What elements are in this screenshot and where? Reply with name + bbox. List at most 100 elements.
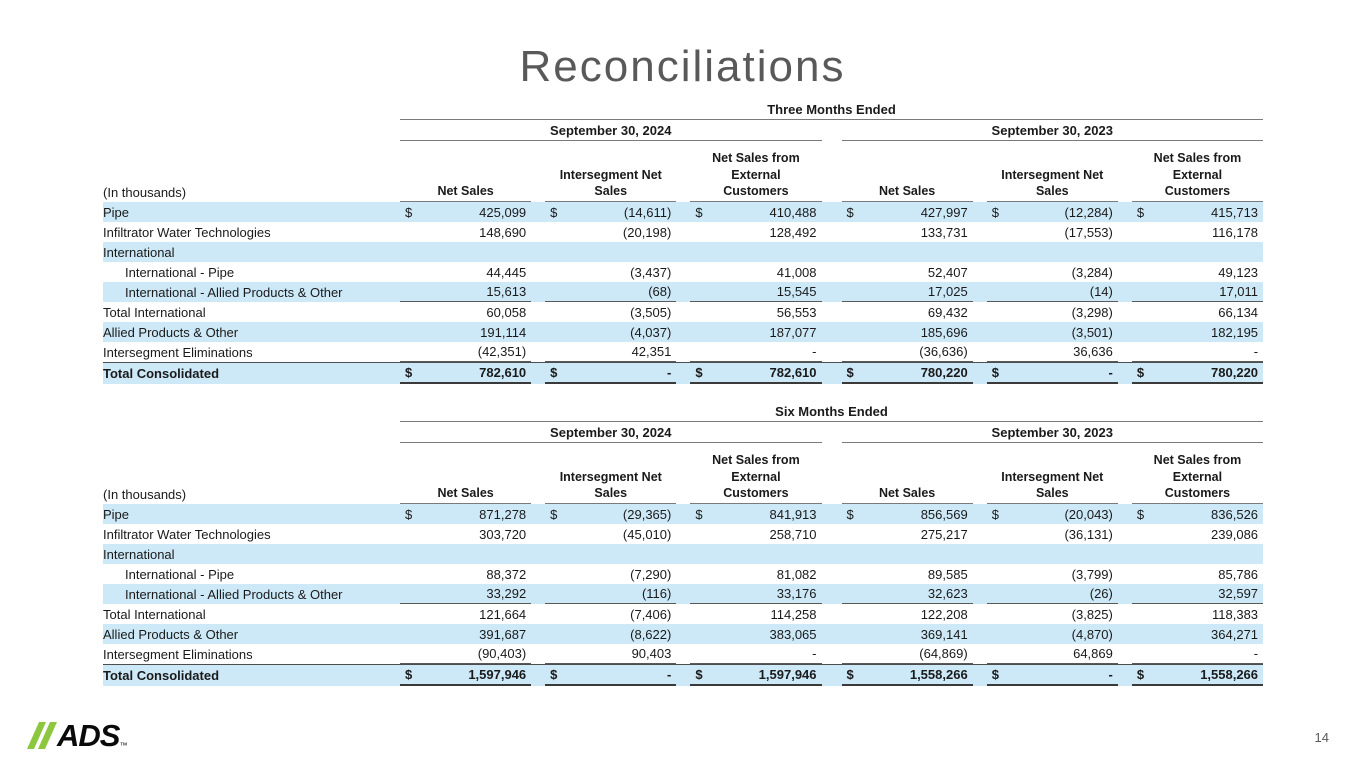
cell-value: 836,526: [1211, 506, 1259, 522]
in-thousands-label: (In thousands): [103, 487, 187, 502]
period-header-row: Six Months Ended: [103, 402, 1263, 422]
year-header-2023: September 30, 2023: [841, 422, 1263, 443]
cell-value: 1,558,266: [1200, 667, 1259, 682]
cell-value: (3,825): [1071, 606, 1113, 622]
year-header-2024: September 30, 2024: [400, 120, 822, 141]
cell: 44,445: [400, 262, 531, 282]
cell: 81,082: [690, 564, 821, 584]
cell: $ (29,365): [545, 504, 676, 524]
table-row: Intersegment Eliminations (90,403) 90,403 -…: [103, 644, 1264, 664]
cell: (3,298): [987, 302, 1118, 322]
cell-value: -: [812, 646, 817, 661]
cell: $ -: [986, 665, 1118, 686]
cell: 118,383: [1132, 604, 1263, 624]
row-label: International: [103, 546, 175, 562]
cell: (3,501): [987, 322, 1118, 342]
cell-value: (12,284): [1064, 204, 1113, 220]
cell: 60,058: [400, 302, 531, 322]
col-header-intersegment: Intersegment Net Sales: [545, 141, 677, 202]
table-row: International - Pipe 88,372 (7,290) 81,082 8…: [103, 564, 1263, 584]
currency-symbol: $: [991, 204, 999, 220]
cell: (116): [545, 584, 677, 604]
cell: $871,278: [400, 504, 531, 524]
col-header-intersegment: Intersegment Net Sales: [545, 443, 677, 504]
cell-value: 275,217: [920, 526, 968, 542]
cell: 191,114: [400, 322, 531, 342]
cell-value: 114,258: [770, 606, 817, 622]
cell-value: 33,292: [486, 586, 527, 601]
cell: (36,131): [987, 524, 1118, 544]
cell: (17,553): [987, 222, 1118, 242]
cell: [545, 544, 676, 564]
cell: [690, 242, 821, 262]
cell-value: -: [1108, 667, 1113, 682]
cell-value: 364,271: [1211, 626, 1259, 642]
cell-value: 856,569: [920, 506, 968, 522]
cell: $ -: [545, 363, 677, 384]
cell: 116,178: [1132, 222, 1263, 242]
col-header-external: Net Sales from External Customers: [690, 141, 822, 202]
cell: (4,870): [987, 624, 1118, 644]
currency-symbol: $: [846, 667, 854, 682]
cell-value: 191,114: [480, 324, 527, 340]
cell: $780,220: [1131, 363, 1264, 384]
cell: [690, 544, 821, 564]
cell-value: 56,553: [776, 304, 817, 320]
cell: 15,545: [690, 282, 822, 302]
cell: $425,099: [400, 202, 531, 222]
cell: 185,696: [842, 322, 973, 342]
cell-value: 41,008: [776, 264, 817, 280]
cell: (3,505): [545, 302, 676, 322]
cell-value: 118,383: [1212, 606, 1259, 622]
cell: 258,710: [690, 524, 821, 544]
cell: $1,597,946: [400, 665, 532, 686]
cell: -: [690, 342, 822, 362]
cell: 391,687: [400, 624, 531, 644]
cell-value: 90,403: [631, 646, 672, 661]
cell-value: (26): [1089, 586, 1113, 601]
trademark-symbol: ™: [119, 741, 128, 750]
cell: 90,403: [545, 644, 677, 664]
cell-value: (20,198): [622, 224, 672, 240]
cell: $ (20,043): [987, 504, 1118, 524]
cell: $ -: [986, 363, 1118, 384]
currency-symbol: $: [405, 506, 413, 522]
col-header-external: Net Sales from External Customers: [690, 443, 822, 504]
cell: 85,786: [1132, 564, 1263, 584]
cell-value: 133,731: [920, 224, 968, 240]
period-header: Six Months Ended: [400, 402, 1263, 422]
cell: 182,195: [1132, 322, 1263, 342]
cell-value: 410,488: [769, 204, 817, 220]
cell: 364,271: [1132, 624, 1263, 644]
cell: (68): [545, 282, 677, 302]
table-row: Total Consolidated $1,597,946 $ - $1,597,946…: [103, 664, 1264, 686]
table-row: Allied Products & Other 191,114 (4,037) 187…: [103, 322, 1263, 342]
cell: $836,526: [1132, 504, 1263, 524]
cell-value: (45,010): [622, 526, 672, 542]
cell: $ (12,284): [987, 202, 1118, 222]
cell: (45,010): [545, 524, 676, 544]
cell: 66,134: [1132, 302, 1263, 322]
currency-symbol: $: [405, 204, 413, 220]
table-row: Total International 60,058 (3,505) 56,553 69…: [103, 302, 1263, 322]
cell: 121,664: [400, 604, 531, 624]
cell-value: (36,636): [919, 344, 968, 359]
cell: $ (14,611): [545, 202, 676, 222]
currency-symbol: $: [550, 667, 558, 682]
logo-text: ADS: [57, 717, 120, 753]
cell: [400, 544, 531, 564]
cell: [545, 242, 676, 262]
cell-value: (29,365): [622, 506, 672, 522]
cell-value: 383,065: [769, 626, 817, 642]
cell-value: 32,623: [927, 586, 968, 601]
cell: (64,869): [841, 644, 973, 664]
row-label: Infiltrator Water Technologies: [103, 224, 271, 240]
currency-symbol: $: [1136, 365, 1145, 380]
cell-value: 33,176: [776, 586, 817, 601]
cell-value: (64,869): [919, 646, 968, 661]
cell-value: 239,086: [1211, 526, 1259, 542]
label-spacer: [103, 100, 386, 120]
col-header-net-sales: Net Sales: [841, 443, 973, 504]
cell: $427,997: [842, 202, 973, 222]
currency-symbol: $: [695, 667, 703, 682]
